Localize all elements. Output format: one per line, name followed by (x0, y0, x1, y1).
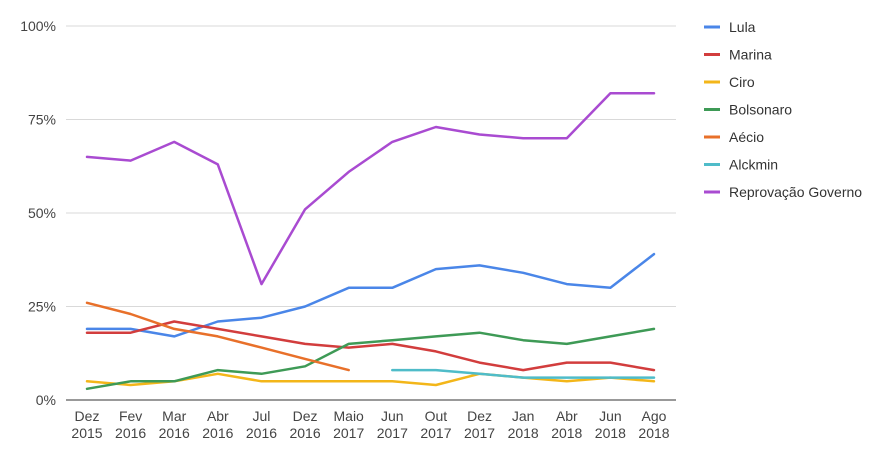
x-tick-label: Jun 2018 (595, 408, 626, 441)
y-axis-ticks: 0% 25% 50% 75% 100% (20, 18, 56, 408)
y-tick-label: 50% (28, 205, 56, 221)
series-line-alckmin (391, 368, 656, 379)
series-line-aecio (85, 301, 350, 372)
x-tick-label: Mar 2016 (159, 408, 190, 441)
x-axis-ticks: Dez 2015 Fev 2016 Mar 2016 Abr 2016 Jul 2016 Dez 20… (71, 408, 669, 441)
x-tick-label: Fev 2016 (115, 408, 146, 441)
x-tick-label: Dez 2016 (289, 408, 320, 441)
series-line-ciro (85, 372, 656, 387)
gridlines (66, 25, 676, 401)
series-line-lula (85, 252, 656, 338)
x-tick-label: Jan 2018 (508, 408, 539, 441)
x-tick-label: Dez 2015 (71, 408, 102, 441)
legend: Lula Marina Ciro Bolsonaro Aécio Alckmin Repro… (704, 19, 862, 200)
series-line-reprovacao-governo (85, 92, 656, 286)
series-line-marina (85, 320, 656, 372)
x-tick-label: Jul 2016 (246, 408, 277, 441)
x-tick-label: Out 2017 (420, 408, 451, 441)
legend-label-ciro: Ciro (729, 74, 755, 90)
y-tick-label: 0% (36, 392, 56, 408)
x-tick-label: Abr 2018 (551, 408, 582, 441)
x-tick-label: Ago 2018 (638, 408, 669, 441)
y-tick-label: 75% (28, 112, 56, 128)
legend-label-aecio: Aécio (729, 129, 764, 145)
legend-label-lula: Lula (729, 19, 756, 35)
x-tick-label: Dez 2017 (464, 408, 495, 441)
legend-label-reprovacao-governo: Reprovação Governo (729, 184, 862, 200)
y-tick-label: 25% (28, 299, 56, 315)
series-lines (85, 92, 656, 391)
legend-label-marina: Marina (729, 47, 772, 63)
series-line-bolsonaro (85, 327, 656, 391)
y-tick-label: 100% (20, 18, 56, 34)
legend-label-alckmin: Alckmin (729, 157, 778, 173)
x-tick-label: Maio 2017 (333, 408, 364, 441)
x-tick-label: Abr 2016 (202, 408, 233, 441)
legend-label-bolsonaro: Bolsonaro (729, 102, 792, 118)
x-tick-label: Jun 2017 (377, 408, 408, 441)
